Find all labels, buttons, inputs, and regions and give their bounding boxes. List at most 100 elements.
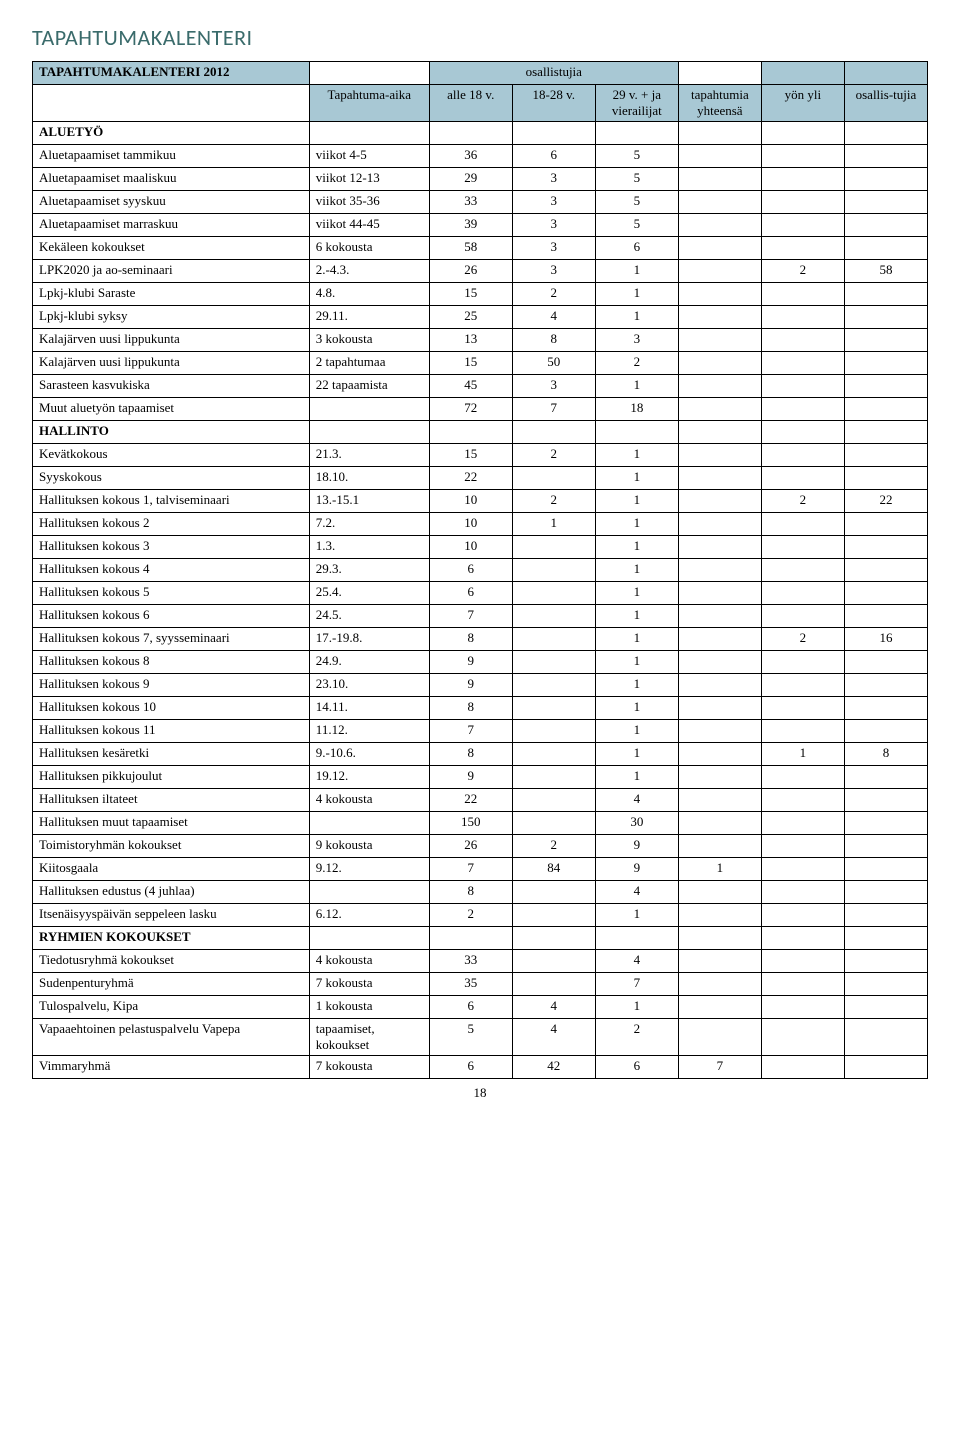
row-value: 6	[512, 145, 595, 168]
row-value: 8	[429, 697, 512, 720]
row-value: 10	[429, 490, 512, 513]
row-value: 36	[429, 145, 512, 168]
row-time: 18.10.	[309, 467, 429, 490]
row-value	[512, 697, 595, 720]
row-value: 13	[429, 329, 512, 352]
row-value	[678, 191, 761, 214]
row-value: 2	[595, 352, 678, 375]
row-value: 1	[595, 651, 678, 674]
empty-cell	[309, 122, 429, 145]
header-osallistujia: osallistujia	[429, 62, 678, 85]
row-value	[844, 904, 927, 927]
row-value	[761, 720, 844, 743]
header-col-f: osallis-tujia	[844, 85, 927, 122]
row-value	[761, 904, 844, 927]
row-value: 7	[512, 398, 595, 421]
row-label: Hallituksen kesäretki	[33, 743, 310, 766]
row-value	[678, 260, 761, 283]
row-value	[761, 375, 844, 398]
empty-cell	[429, 927, 512, 950]
row-time: tapaamiset, kokoukset	[309, 1019, 429, 1056]
row-label: Vimmaryhmä	[33, 1056, 310, 1079]
row-label: Hallituksen iltateet	[33, 789, 310, 812]
row-value	[844, 697, 927, 720]
row-value	[678, 306, 761, 329]
section-title: ALUETYÖ	[33, 122, 310, 145]
row-value	[844, 881, 927, 904]
row-value: 2	[512, 835, 595, 858]
row-value	[678, 352, 761, 375]
row-value: 30	[595, 812, 678, 835]
row-value: 35	[429, 973, 512, 996]
row-value	[678, 283, 761, 306]
row-value: 9	[595, 858, 678, 881]
row-value	[678, 950, 761, 973]
row-label: Tulospalvelu, Kipa	[33, 996, 310, 1019]
row-label: Hallituksen kokous 10	[33, 697, 310, 720]
row-value: 2	[761, 490, 844, 513]
page-title: TAPAHTUMAKALENTERI	[32, 24, 928, 51]
row-value	[844, 375, 927, 398]
row-value	[678, 835, 761, 858]
section-title: RYHMIEN KOKOUKSET	[33, 927, 310, 950]
row-value	[844, 835, 927, 858]
row-value: 22	[429, 789, 512, 812]
row-value	[678, 881, 761, 904]
row-label: Tiedotusryhmä kokoukset	[33, 950, 310, 973]
row-time: 23.10.	[309, 674, 429, 697]
row-value	[512, 674, 595, 697]
row-value	[844, 191, 927, 214]
row-value	[761, 1019, 844, 1056]
row-time: 7 kokousta	[309, 973, 429, 996]
row-value: 4	[512, 306, 595, 329]
row-value: 1	[595, 674, 678, 697]
row-value	[512, 812, 595, 835]
row-value: 1	[595, 444, 678, 467]
row-value: 1	[595, 375, 678, 398]
row-label: LPK2020 ja ao-seminaari	[33, 260, 310, 283]
row-value	[678, 1019, 761, 1056]
row-label: Lpkj-klubi syksy	[33, 306, 310, 329]
row-value	[844, 513, 927, 536]
row-value	[678, 720, 761, 743]
row-value	[844, 214, 927, 237]
row-label: Hallituksen kokous 5	[33, 582, 310, 605]
row-time: 3 kokousta	[309, 329, 429, 352]
row-value	[761, 329, 844, 352]
row-value: 150	[429, 812, 512, 835]
row-value: 1	[512, 513, 595, 536]
row-value	[512, 536, 595, 559]
header-col-time: Tapahtuma-aika	[309, 85, 429, 122]
row-value: 15	[429, 444, 512, 467]
row-value: 58	[844, 260, 927, 283]
row-label: Kalajärven uusi lippukunta	[33, 352, 310, 375]
row-value: 1	[595, 559, 678, 582]
row-value: 3	[512, 191, 595, 214]
row-label: Hallituksen muut tapaamiset	[33, 812, 310, 835]
header-empty	[33, 85, 310, 122]
row-value	[761, 996, 844, 1019]
row-value: 29	[429, 168, 512, 191]
row-value: 3	[512, 375, 595, 398]
calendar-table: TAPAHTUMAKALENTERI 2012 osallistujia Tap…	[32, 61, 928, 1079]
row-time: 4 kokousta	[309, 950, 429, 973]
row-value: 16	[844, 628, 927, 651]
row-time: 9.-10.6.	[309, 743, 429, 766]
row-label: Aluetapaamiset syyskuu	[33, 191, 310, 214]
row-value	[761, 582, 844, 605]
row-label: Syyskokous	[33, 467, 310, 490]
row-value	[761, 651, 844, 674]
row-value	[678, 743, 761, 766]
row-value: 25	[429, 306, 512, 329]
empty-cell	[761, 122, 844, 145]
row-value	[761, 697, 844, 720]
row-value	[678, 490, 761, 513]
empty-cell	[678, 122, 761, 145]
row-time: viikot 35-36	[309, 191, 429, 214]
row-value	[844, 1056, 927, 1079]
row-value	[844, 605, 927, 628]
row-value: 1	[595, 743, 678, 766]
row-value: 1	[761, 743, 844, 766]
row-time: viikot 12-13	[309, 168, 429, 191]
row-value: 33	[429, 191, 512, 214]
